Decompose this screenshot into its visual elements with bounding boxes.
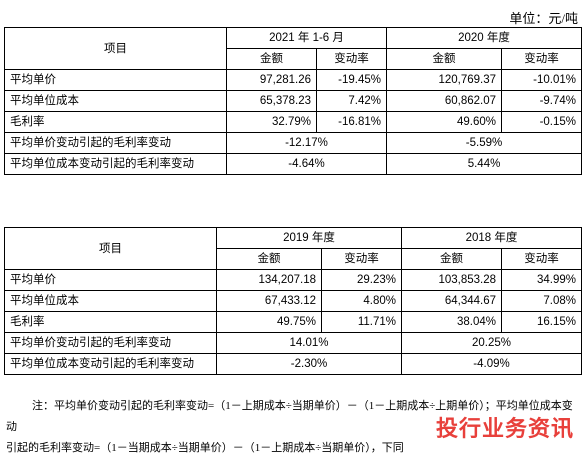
row-label: 平均单价 [4, 69, 227, 91]
period-header-row: 项目 2019 年度 2018 年度 [4, 227, 582, 270]
table-cell: -5.59% [386, 132, 583, 154]
table-row: 毛利率 49.75% 11.71% 38.04% 16.15% [4, 311, 582, 333]
table-cell: 38.04% [401, 311, 502, 333]
change-rate-header: 变动率 [501, 48, 583, 70]
change-rate-header: 变动率 [321, 248, 402, 270]
table-cell: 34.99% [501, 269, 582, 291]
row-label: 平均单价变动引起的毛利率变动 [4, 332, 217, 354]
table-row: 毛利率 32.79% -16.81% 49.60% -0.15% [4, 111, 583, 133]
table-cell: 7.42% [315, 90, 388, 112]
table-cell: -12.17% [225, 132, 388, 154]
table-cell: 7.08% [501, 290, 582, 312]
table-row: 平均单位成本变动引起的毛利率变动 -4.64% 5.44% [4, 153, 583, 175]
period-header: 2019 年度 [216, 227, 402, 249]
table-cell: 14.01% [216, 332, 402, 354]
table-cell: 97,281.26 [226, 69, 317, 91]
amount-header: 金额 [216, 248, 322, 270]
table-row: 平均单位成本 67,433.12 4.80% 64,344.67 7.08% [4, 290, 582, 312]
row-label: 毛利率 [4, 311, 217, 333]
table-cell: 29.23% [321, 269, 402, 291]
table-cell: 65,378.23 [226, 90, 317, 112]
table-row: 平均单价 97,281.26 -19.45% 120,769.37 -10.01… [4, 69, 583, 91]
row-label: 平均单位成本变动引起的毛利率变动 [4, 153, 227, 175]
table-cell: 103,853.28 [401, 269, 502, 291]
table-cell: 20.25% [401, 332, 582, 354]
table-cell: -16.81% [315, 111, 388, 133]
item-header: 项目 [4, 27, 227, 70]
table-row: 平均单价变动引起的毛利率变动 14.01% 20.25% [4, 332, 582, 354]
row-label: 平均单位成本 [4, 90, 227, 112]
period-header-row: 项目 2021 年 1-6 月 2020 年度 [4, 27, 583, 70]
row-label: 平均单价变动引起的毛利率变动 [4, 132, 227, 154]
table-cell: 60,862.07 [386, 90, 503, 112]
table-cell: -0.15% [501, 111, 583, 133]
unit-label: 单位：元/吨 [509, 11, 578, 26]
table-cell: 67,433.12 [216, 290, 322, 312]
table-cell: 11.71% [321, 311, 402, 333]
table-row: 平均单价 134,207.18 29.23% 103,853.28 34.99% [4, 269, 582, 291]
price-cost-table-2019-2018: 项目 2019 年度 2018 年度 金额 变动率 金额 变动率 平均单价 13… [4, 227, 582, 375]
table-cell: 16.15% [501, 311, 582, 333]
table-cell: -9.74% [501, 90, 583, 112]
footnote-line: 注：平均单价变动引起的毛利率变动=（1－上期成本÷当期单价）－（1－上期成本÷上… [6, 400, 573, 433]
period-header: 2018 年度 [401, 227, 582, 249]
table-cell: 32.79% [226, 111, 317, 133]
period-header: 2020 年度 [386, 27, 583, 49]
table-cell: -4.09% [401, 353, 582, 375]
row-label: 平均单价 [4, 269, 217, 291]
table-cell: -10.01% [501, 69, 583, 91]
table-row: 平均单位成本变动引起的毛利率变动 -2.30% -4.09% [4, 353, 582, 375]
table-cell: 5.44% [386, 153, 583, 175]
table-cell: 49.60% [386, 111, 503, 133]
table-cell: -19.45% [315, 69, 388, 91]
table-cell: 49.75% [216, 311, 322, 333]
row-label: 毛利率 [4, 111, 227, 133]
row-label: 平均单位成本变动引起的毛利率变动 [4, 353, 217, 375]
watermark-logo: 投行业务资讯 [435, 411, 574, 443]
amount-header: 金额 [226, 48, 317, 70]
table-cell: 120,769.37 [386, 69, 503, 91]
table-cell: 134,207.18 [216, 269, 322, 291]
table-cell: 64,344.67 [401, 290, 502, 312]
period-header: 2021 年 1-6 月 [225, 27, 388, 49]
table-cell: -4.64% [225, 153, 388, 175]
table-row: 平均单价变动引起的毛利率变动 -12.17% -5.59% [4, 132, 583, 154]
amount-header: 金额 [401, 248, 502, 270]
item-header: 项目 [4, 227, 217, 270]
change-rate-header: 变动率 [315, 48, 388, 70]
table-cell: -2.30% [216, 353, 402, 375]
amount-header: 金额 [386, 48, 503, 70]
table-cell: 4.80% [321, 290, 402, 312]
change-rate-header: 变动率 [501, 248, 582, 270]
table-row: 平均单位成本 65,378.23 7.42% 60,862.07 -9.74% [4, 90, 583, 112]
row-label: 平均单位成本 [4, 290, 217, 312]
price-cost-table-2021-2020: 项目 2021 年 1-6 月 2020 年度 金额 变动率 金额 变动率 平均… [4, 27, 583, 175]
